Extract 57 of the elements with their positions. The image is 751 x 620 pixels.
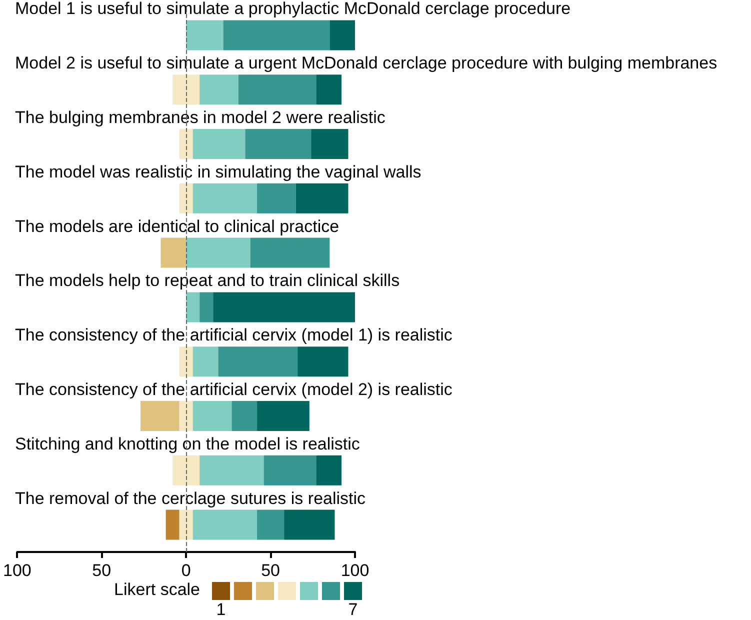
bar [172, 455, 200, 486]
bar [218, 346, 298, 377]
y-tick-label: Model 1 is useful to simulate a prophylactic McDonald cerclage procedure [15, 0, 571, 18]
x-tick-label: 100 [340, 561, 370, 580]
bar [284, 510, 335, 540]
bar [172, 74, 200, 105]
bar [179, 346, 193, 377]
bar [200, 74, 238, 105]
bar [179, 401, 193, 431]
bar [250, 238, 330, 268]
y-tick-label: The consistency of the artificial cervix (model 2) is realistic [15, 380, 453, 399]
bar [166, 510, 180, 540]
legend-label: 1 [216, 600, 226, 619]
bar [192, 129, 246, 159]
bar [186, 292, 200, 322]
bar [311, 129, 348, 159]
bar [257, 401, 310, 431]
bar [257, 183, 296, 214]
bar [232, 401, 258, 431]
y-tick-label: The models help to repeat and to train clinical skills [15, 271, 400, 290]
bar [200, 292, 214, 322]
bar [192, 183, 258, 214]
bar [192, 401, 232, 431]
y-tick-label: The consistency of the artificial cervix (model 1) is realistic [15, 326, 453, 345]
bar [192, 510, 258, 540]
y-tick-label: The models are identical to clinical practice [15, 216, 340, 236]
bar [316, 74, 342, 105]
bar [330, 20, 355, 50]
bar [213, 292, 355, 322]
legend-title: Likert scale [114, 580, 200, 599]
legend-label: 7 [348, 600, 358, 619]
bar [200, 455, 264, 486]
x-tick-label: 0 [181, 561, 191, 580]
bar [179, 183, 193, 214]
bar [245, 129, 312, 159]
bar [296, 183, 348, 214]
y-tick-label: The bulging membranes in model 2 were realistic [15, 108, 386, 127]
bar [186, 20, 224, 50]
x-tick-label: 100 [2, 561, 32, 580]
bar [140, 401, 180, 431]
y-tick-label: Stitching and knotting on the model is realistic [15, 434, 360, 454]
y-tick-label: Model 2 is useful to simulate a urgent McDonald cerclage procedure with bulging membranes [15, 54, 718, 73]
bar [179, 129, 193, 159]
bar [264, 455, 316, 486]
bar [298, 346, 348, 377]
x-tick-label: 50 [92, 561, 112, 580]
bar [223, 20, 330, 50]
bar [238, 74, 316, 105]
bar [160, 238, 186, 268]
bar [257, 510, 284, 540]
x-tick-label: 50 [261, 561, 280, 580]
bar [179, 510, 193, 540]
bar [316, 455, 342, 486]
bar [192, 346, 218, 377]
y-tick-label: The removal of the cerclage sutures is realistic [15, 488, 366, 508]
y-tick-label: The model was realistic in simulating the vaginal walls [15, 162, 422, 182]
bar [186, 238, 250, 268]
